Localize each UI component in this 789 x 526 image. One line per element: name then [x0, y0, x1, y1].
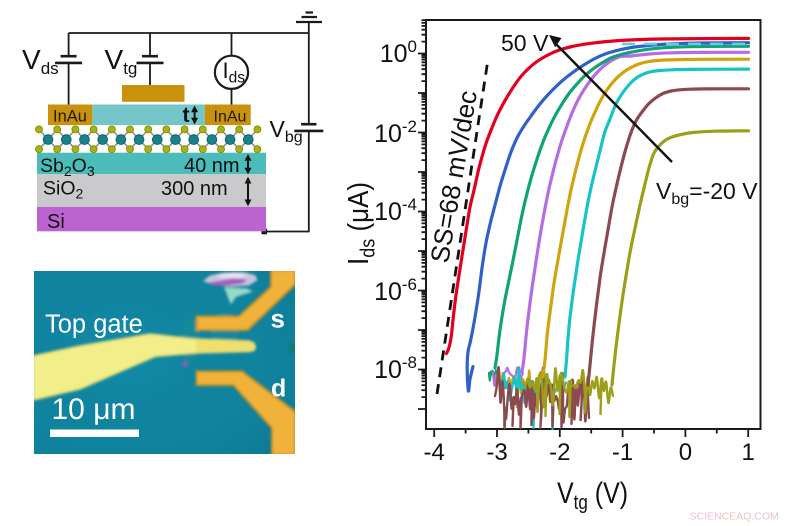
svg-text:SCIENCEAQ.COM: SCIENCEAQ.COM — [690, 511, 779, 523]
svg-text:d: d — [271, 375, 286, 403]
svg-text:InAu: InAu — [214, 109, 247, 126]
svg-text:InAu: InAu — [53, 108, 87, 126]
svg-text:Si: Si — [47, 211, 65, 233]
svg-text:10-8: 10-8 — [374, 353, 417, 384]
svg-text:SS=68 mV/dec: SS=68 mV/dec — [424, 88, 483, 265]
svg-text:Vtg (V): Vtg (V) — [557, 476, 628, 513]
svg-text:-1: -1 — [612, 439, 633, 466]
svg-text:1: 1 — [742, 439, 755, 466]
svg-text:-4: -4 — [424, 439, 445, 466]
svg-text:10-2: 10-2 — [374, 117, 417, 148]
svg-text:-3: -3 — [486, 439, 507, 466]
svg-text:Top gate: Top gate — [45, 311, 143, 339]
svg-text:Vds: Vds — [22, 44, 59, 78]
svg-text:-2: -2 — [549, 439, 570, 466]
svg-text:10-6: 10-6 — [374, 275, 417, 306]
svg-text:10 μm: 10 μm — [52, 393, 136, 426]
svg-text:s: s — [271, 304, 285, 334]
svg-text:Ids (μA): Ids (μA) — [342, 182, 380, 265]
svg-text:0: 0 — [679, 439, 692, 466]
svg-text:Vtg: Vtg — [105, 44, 138, 78]
svg-text:300 nm: 300 nm — [161, 178, 228, 200]
svg-text:100: 100 — [380, 37, 417, 68]
svg-text:t: t — [183, 104, 190, 127]
svg-text:40 nm: 40 nm — [184, 155, 240, 177]
svg-text:10-4: 10-4 — [374, 195, 417, 226]
svg-text:50 V: 50 V — [501, 30, 549, 56]
svg-text:Vbg=-20 V: Vbg=-20 V — [656, 178, 758, 208]
svg-text:Vbg: Vbg — [270, 116, 303, 146]
